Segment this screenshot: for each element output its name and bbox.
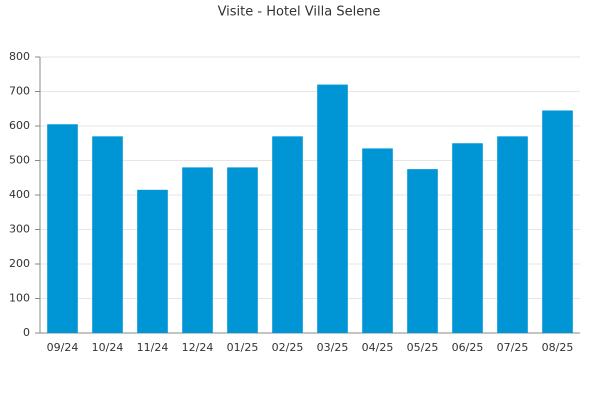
x-tick-label: 05/25 xyxy=(407,341,439,354)
chart-title: Visite - Hotel Villa Selene xyxy=(218,5,381,20)
y-tick-label: 200 xyxy=(9,257,30,270)
bar xyxy=(272,136,303,333)
y-tick-label: 300 xyxy=(9,223,30,236)
x-tick-label: 09/24 xyxy=(47,341,79,354)
x-tick-label: 06/25 xyxy=(452,341,484,354)
y-tick-label: 0 xyxy=(23,326,30,339)
x-tick-label: 02/25 xyxy=(272,341,304,354)
x-tick-label: 11/24 xyxy=(137,341,169,354)
bar xyxy=(407,169,438,333)
bar xyxy=(497,136,528,333)
x-tick-label: 04/25 xyxy=(362,341,394,354)
y-tick-label: 400 xyxy=(9,188,30,201)
bar xyxy=(92,136,123,333)
y-tick-label: 700 xyxy=(9,85,30,98)
x-tick-label: 12/24 xyxy=(182,341,214,354)
y-tick-label: 500 xyxy=(9,154,30,167)
bar xyxy=(137,189,168,333)
bar xyxy=(47,124,78,334)
y-tick-label: 100 xyxy=(9,292,30,305)
bar xyxy=(452,143,483,333)
x-tick-label: 01/25 xyxy=(227,341,259,354)
y-tick-label: 600 xyxy=(9,119,30,132)
bar xyxy=(182,167,213,333)
bar xyxy=(317,84,348,333)
x-tick-label: 03/25 xyxy=(317,341,349,354)
bar xyxy=(362,148,393,333)
y-tick-label: 800 xyxy=(9,50,30,63)
x-tick-label: 07/25 xyxy=(497,341,529,354)
bar xyxy=(227,167,258,333)
x-tick-label: 10/24 xyxy=(92,341,124,354)
x-tick-label: 08/25 xyxy=(542,341,574,354)
bar xyxy=(542,110,573,333)
